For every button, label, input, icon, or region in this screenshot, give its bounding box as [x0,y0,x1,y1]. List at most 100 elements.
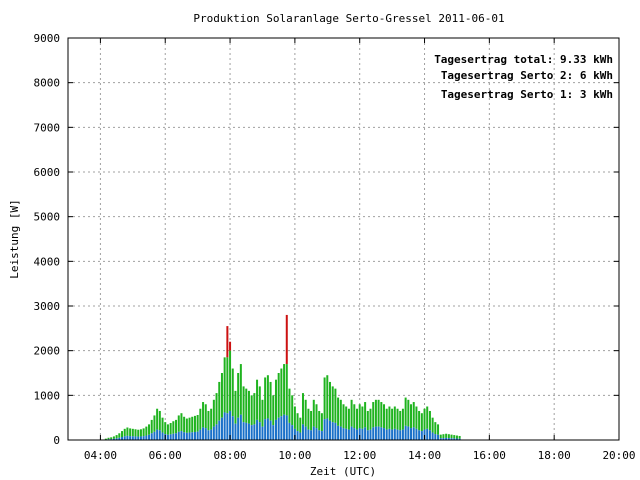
bar-serto-1 [258,422,261,440]
bar-serto-1 [415,428,418,440]
bar-serto-1 [277,417,280,440]
x-tick-label: 12:00 [343,449,376,462]
bar-serto-2 [142,428,145,437]
bar-serto-1 [126,435,129,440]
bar-serto-1 [437,434,440,440]
bar-serto-1 [139,436,142,440]
bar-serto-2 [415,406,418,429]
bar-serto-2 [420,413,423,432]
bar-serto-1 [296,431,299,440]
bar-serto-2 [285,364,288,416]
bar-serto-1 [250,425,253,440]
bar-serto-2 [164,422,167,435]
bar-serto-2 [196,414,199,432]
bar-serto-2 [312,399,315,427]
bar-serto-1 [148,434,151,440]
bar-serto-1 [185,432,188,440]
bar-serto-1 [196,431,199,440]
bar-serto-2 [396,408,399,430]
bar-serto-1 [191,432,194,440]
bar-serto-2 [345,406,348,429]
bar-serto-2 [161,417,164,433]
chart-title: Produktion Solaranlage Serto-Gressel 201… [193,12,504,25]
bar-serto-1 [183,432,186,440]
bar-serto-2 [320,413,323,432]
bar-serto-1 [137,436,140,440]
bar-serto-1 [339,426,342,440]
y-tick-label: 7000 [34,121,61,134]
bar-serto-1 [342,428,345,440]
bar-serto-2 [437,424,440,435]
y-axis-ticks: 0 1000 2000 3000 4000 5000 6000 7000 8000 9000 [34,32,619,447]
bar-serto-2 [455,435,458,439]
bar-serto-2 [274,379,277,420]
bar-serto-1 [188,432,191,440]
bar-serto-2 [188,417,191,433]
bar-serto-1 [239,414,242,440]
bar-serto-2 [288,388,291,423]
bar-serto-2 [304,399,307,427]
bar-serto-1 [393,428,396,440]
y-tick-label: 5000 [34,211,61,224]
bar-serto-2 [153,415,156,432]
bar-serto-2 [193,415,196,432]
bar-serto-2 [204,404,207,429]
bar-serto-1 [431,432,434,440]
bar-serto-1 [112,438,115,440]
bar-serto-1 [418,430,421,440]
y-tick-label: 2000 [34,345,61,358]
bar-serto-2 [231,368,234,417]
bar-serto-2 [156,408,159,430]
bar-serto-2 [380,402,383,428]
bar-serto-1 [172,433,175,440]
y-tick-label: 3000 [34,300,61,313]
bar-serto-2 [172,421,175,434]
bar-serto-1 [123,436,126,440]
bar-serto-1 [202,427,205,440]
bar-serto-2 [131,428,134,437]
bar-total [285,314,288,365]
bar-serto-2 [339,399,342,427]
bar-serto-1 [439,438,442,440]
x-tick-label: 04:00 [84,449,117,462]
bar-serto-2 [253,393,256,425]
bar-serto-2 [183,416,186,433]
bar-serto-2 [129,428,132,437]
bar-serto-2 [239,364,242,415]
bar-serto-1 [345,428,348,440]
bar-serto-2 [107,437,110,440]
bar-serto-1 [423,429,426,440]
bar-serto-2 [399,410,402,431]
x-tick-label: 06:00 [149,449,182,462]
bar-serto-2 [374,399,377,427]
bar-serto-2 [112,436,115,439]
bar-serto-1 [156,429,159,440]
bar-serto-1 [266,418,269,440]
bar-serto-2 [269,381,272,421]
bar-serto-2 [353,404,356,429]
bar-serto-2 [264,377,267,420]
bar-serto-1 [312,426,315,440]
bar-serto-2 [291,395,294,426]
bar-series-group [104,314,461,440]
bar-serto-2 [328,381,331,421]
bar-serto-2 [393,406,396,429]
bar-serto-1 [231,416,234,440]
bar-serto-2 [453,435,456,439]
bar-serto-2 [426,406,429,429]
bar-serto-2 [110,437,113,440]
bar-serto-2 [428,410,431,431]
bar-serto-2 [356,408,359,430]
bar-serto-1 [264,419,267,440]
x-tick-label: 08:00 [213,449,246,462]
bar-serto-1 [161,432,164,440]
bar-serto-2 [277,373,280,418]
bar-serto-1 [350,426,353,440]
bar-serto-2 [148,424,151,435]
y-tick-label: 4000 [34,255,61,268]
bar-serto-2 [377,399,380,427]
bar-serto-1 [442,438,445,440]
bar-serto-2 [310,410,313,431]
bar-serto-2 [223,357,226,413]
